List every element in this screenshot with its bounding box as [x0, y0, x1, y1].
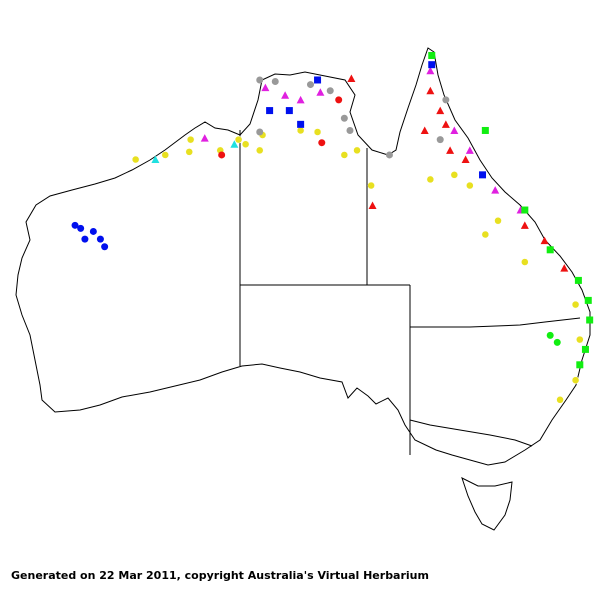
- occurrence-marker-circle: [218, 151, 226, 159]
- occurrence-marker-triangle: [450, 126, 459, 134]
- occurrence-marker-triangle: [296, 95, 305, 104]
- occurrence-marker-triangle: [540, 236, 549, 245]
- occurrence-marker-circle: [256, 128, 264, 136]
- occurrence-marker-circle: [81, 235, 89, 243]
- occurrence-marker-circle: [450, 171, 459, 179]
- occurrence-marker-square: [574, 276, 582, 284]
- occurrence-marker-circle: [326, 87, 334, 95]
- occurrence-marker-circle: [161, 151, 170, 159]
- occurrence-marker-square: [576, 361, 584, 369]
- occurrence-marker-circle: [385, 151, 393, 159]
- occurrence-marker-circle: [340, 151, 349, 159]
- occurrence-marker-square: [297, 120, 305, 128]
- occurrence-marker-square: [481, 126, 489, 134]
- occurrence-marker-circle: [101, 243, 109, 251]
- occurrence-marker-circle: [71, 221, 79, 229]
- occurrence-marker-triangle: [520, 221, 529, 229]
- occurrence-marker-triangle: [281, 91, 290, 99]
- occurrence-marker-triangle: [347, 74, 356, 82]
- occurrence-marker-triangle: [461, 155, 470, 164]
- occurrence-marker-circle: [436, 136, 444, 144]
- occurrence-marker-circle: [313, 128, 322, 136]
- occurrence-marker-circle: [241, 140, 250, 148]
- occurrence-marker-circle: [340, 114, 348, 122]
- occurrence-markers: [71, 52, 594, 404]
- occurrence-marker-triangle: [368, 201, 377, 209]
- occurrence-marker-circle: [77, 224, 85, 232]
- occurrence-marker-circle: [255, 146, 264, 155]
- occurrence-marker-circle: [131, 155, 140, 164]
- occurrence-marker-circle: [186, 135, 195, 144]
- occurrence-marker-triangle: [426, 66, 435, 75]
- occurrence-marker-circle: [494, 216, 502, 225]
- occurrence-marker-square: [479, 171, 487, 179]
- occurrence-marker-square: [428, 61, 436, 69]
- occurrence-marker-square: [314, 76, 322, 84]
- footer-credit: Generated on 22 Mar 2011, copyright Aust…: [11, 569, 429, 582]
- occurrence-marker-circle: [307, 81, 314, 89]
- occurrence-marker-square: [546, 246, 554, 254]
- occurrence-marker-circle: [234, 135, 243, 144]
- occurrence-marker-triangle: [420, 126, 429, 134]
- tasmania-coastline: [461, 477, 513, 531]
- occurrence-marker-circle: [466, 181, 474, 190]
- occurrence-marker-circle: [553, 338, 561, 346]
- occurrence-marker-circle: [271, 78, 279, 86]
- occurrence-marker-circle: [442, 96, 450, 104]
- occurrence-marker-circle: [89, 227, 97, 235]
- occurrence-marker-circle: [576, 335, 584, 344]
- occurrence-marker-triangle: [465, 146, 474, 154]
- occurrence-marker-square: [266, 107, 274, 115]
- occurrence-marker-triangle: [446, 146, 455, 154]
- occurrence-marker-circle: [571, 300, 580, 309]
- occurrence-marker-triangle: [230, 140, 239, 148]
- occurrence-marker-square: [581, 345, 589, 353]
- occurrence-marker-circle: [521, 258, 529, 266]
- occurrence-marker-triangle: [261, 83, 270, 92]
- occurrence-marker-circle: [546, 331, 554, 339]
- mainland-coastline: [15, 47, 591, 466]
- occurrence-marker-triangle: [316, 88, 325, 96]
- occurrence-marker-triangle: [151, 155, 160, 164]
- occurrence-marker-circle: [335, 96, 343, 104]
- occurrence-marker-square: [285, 107, 293, 115]
- occurrence-marker-circle: [96, 235, 104, 243]
- occurrence-marker-triangle: [491, 186, 500, 194]
- occurrence-marker-circle: [426, 175, 435, 184]
- occurrence-marker-square: [428, 52, 436, 59]
- occurrence-marker-circle: [367, 181, 375, 190]
- occurrence-marker-circle: [571, 376, 580, 384]
- occurrence-marker-circle: [256, 76, 264, 84]
- occurrence-marker-circle: [481, 230, 490, 239]
- occurrence-marker-triangle: [441, 120, 450, 128]
- occurrence-marker-square: [521, 206, 529, 214]
- occurrence-marker-triangle: [200, 134, 209, 142]
- occurrence-marker-triangle: [436, 106, 445, 115]
- state-borders: [239, 130, 581, 455]
- occurrence-marker-circle: [185, 148, 193, 156]
- occurrence-marker-circle: [346, 126, 354, 134]
- occurrence-marker-circle: [318, 139, 326, 147]
- occurrence-marker-triangle: [426, 86, 435, 95]
- occurrence-marker-triangle: [560, 264, 569, 272]
- occurrence-marker-square: [586, 316, 594, 324]
- occurrence-marker-circle: [353, 146, 361, 155]
- occurrence-marker-square: [584, 296, 592, 304]
- occurrence-marker-circle: [296, 126, 305, 135]
- occurrence-marker-circle: [556, 396, 564, 404]
